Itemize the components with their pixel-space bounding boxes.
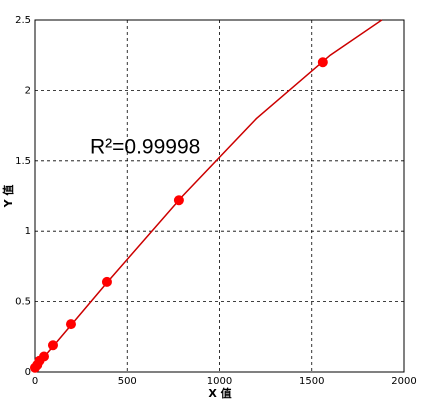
x-tick-label: 2000 <box>391 376 416 387</box>
y-tick-label: 2 <box>25 85 31 96</box>
fit-line <box>34 19 383 369</box>
y-tick-label: 1 <box>25 226 31 237</box>
y-tick-label: 2.5 <box>15 15 31 26</box>
x-axis-title: X 值 <box>208 386 231 400</box>
data-point <box>47 340 58 351</box>
y-tick-label: 0.5 <box>15 297 31 308</box>
data-point <box>101 276 112 287</box>
y-tick-label: 1.5 <box>15 156 31 167</box>
plot-frame <box>34 19 405 373</box>
x-tick-label: 1500 <box>299 376 324 387</box>
data-point <box>173 195 184 206</box>
data-point <box>65 319 76 330</box>
x-tick-label: 1000 <box>207 376 232 387</box>
annotation: R²=0.99998 <box>90 136 200 159</box>
x-tick-label: 500 <box>118 376 137 387</box>
x-tick-label: 0 <box>32 376 38 387</box>
y-axis-title: Y 值 <box>1 185 15 209</box>
y-tick-label: 0 <box>25 367 31 378</box>
data-point <box>317 57 328 68</box>
data-point <box>38 351 49 362</box>
